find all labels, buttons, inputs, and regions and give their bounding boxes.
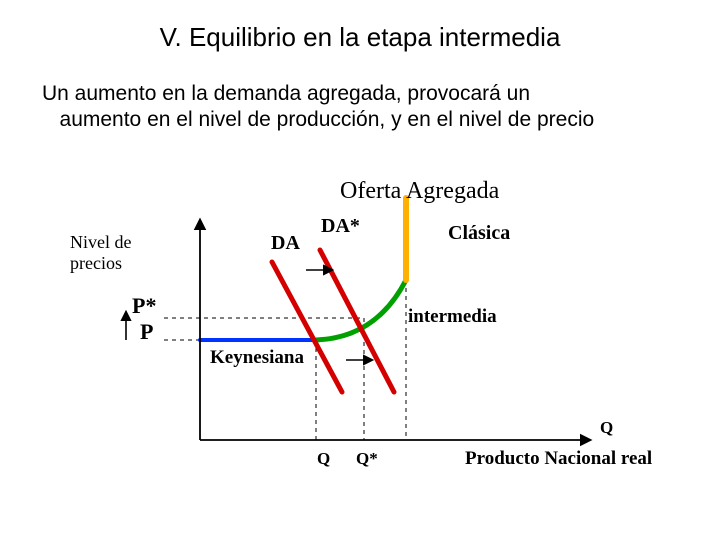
label-clasica: Clásica [448,222,510,245]
subtitle-line1: Un aumento en la demanda agregada, provo… [42,82,530,105]
label-da: DA [271,232,300,255]
label-producto: Producto Nacional real [465,448,652,470]
subtitle-line2: aumento en el nivel de producción, y en … [60,108,595,131]
label-p_star: P* [132,293,156,319]
label-intermedia: intermedia [408,306,497,328]
label-nivel_precios: Nivel de precios [70,232,131,274]
page-subtitle: Un aumento en la demanda agregada, provo… [0,53,720,134]
label-q_axis: Q [600,418,613,438]
label-keynesiana: Keynesiana [210,347,304,369]
label-q: Q [317,449,330,469]
label-q_star: Q* [356,449,378,469]
label-p: P [140,319,153,345]
label-da_star: DA* [321,215,360,238]
chart-area: Oferta Agregada Clásica DA DA* Nivel de prec… [60,170,680,520]
page-title: V. Equilibrio en la etapa intermedia [0,0,720,53]
label-oferta_agregada: Oferta Agregada [340,178,499,205]
